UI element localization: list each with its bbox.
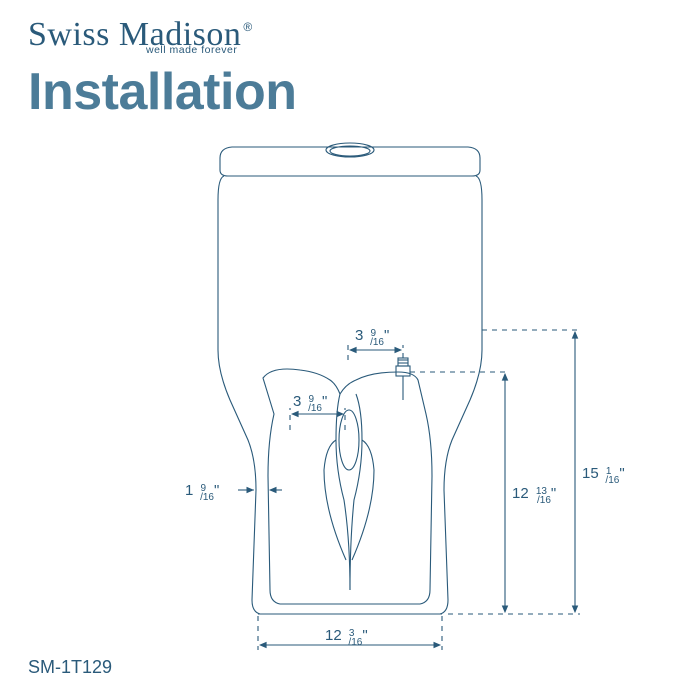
toilet-outline: [218, 143, 482, 614]
page: Swiss Madison® well made forever Install…: [0, 0, 700, 700]
dim-left-offset-label: 1 9/16": [185, 482, 219, 503]
dim-base-width: 12 3/16": [258, 616, 442, 650]
dim-outer-height-label: 15 1/16": [582, 465, 625, 486]
dim-mid-inner-width-label: 3 9/16": [293, 393, 327, 414]
dim-top-inner-width: 3 9/16": [348, 327, 403, 360]
installation-diagram: 3 9/16" 3 9/16" 1 9/16": [0, 0, 700, 700]
dim-inner-height-label: 12 13/16": [512, 485, 556, 506]
dim-top-inner-width-label: 3 9/16": [355, 327, 389, 348]
dim-inner-height: 12 13/16": [410, 372, 580, 614]
dim-left-offset: 1 9/16": [185, 482, 282, 503]
